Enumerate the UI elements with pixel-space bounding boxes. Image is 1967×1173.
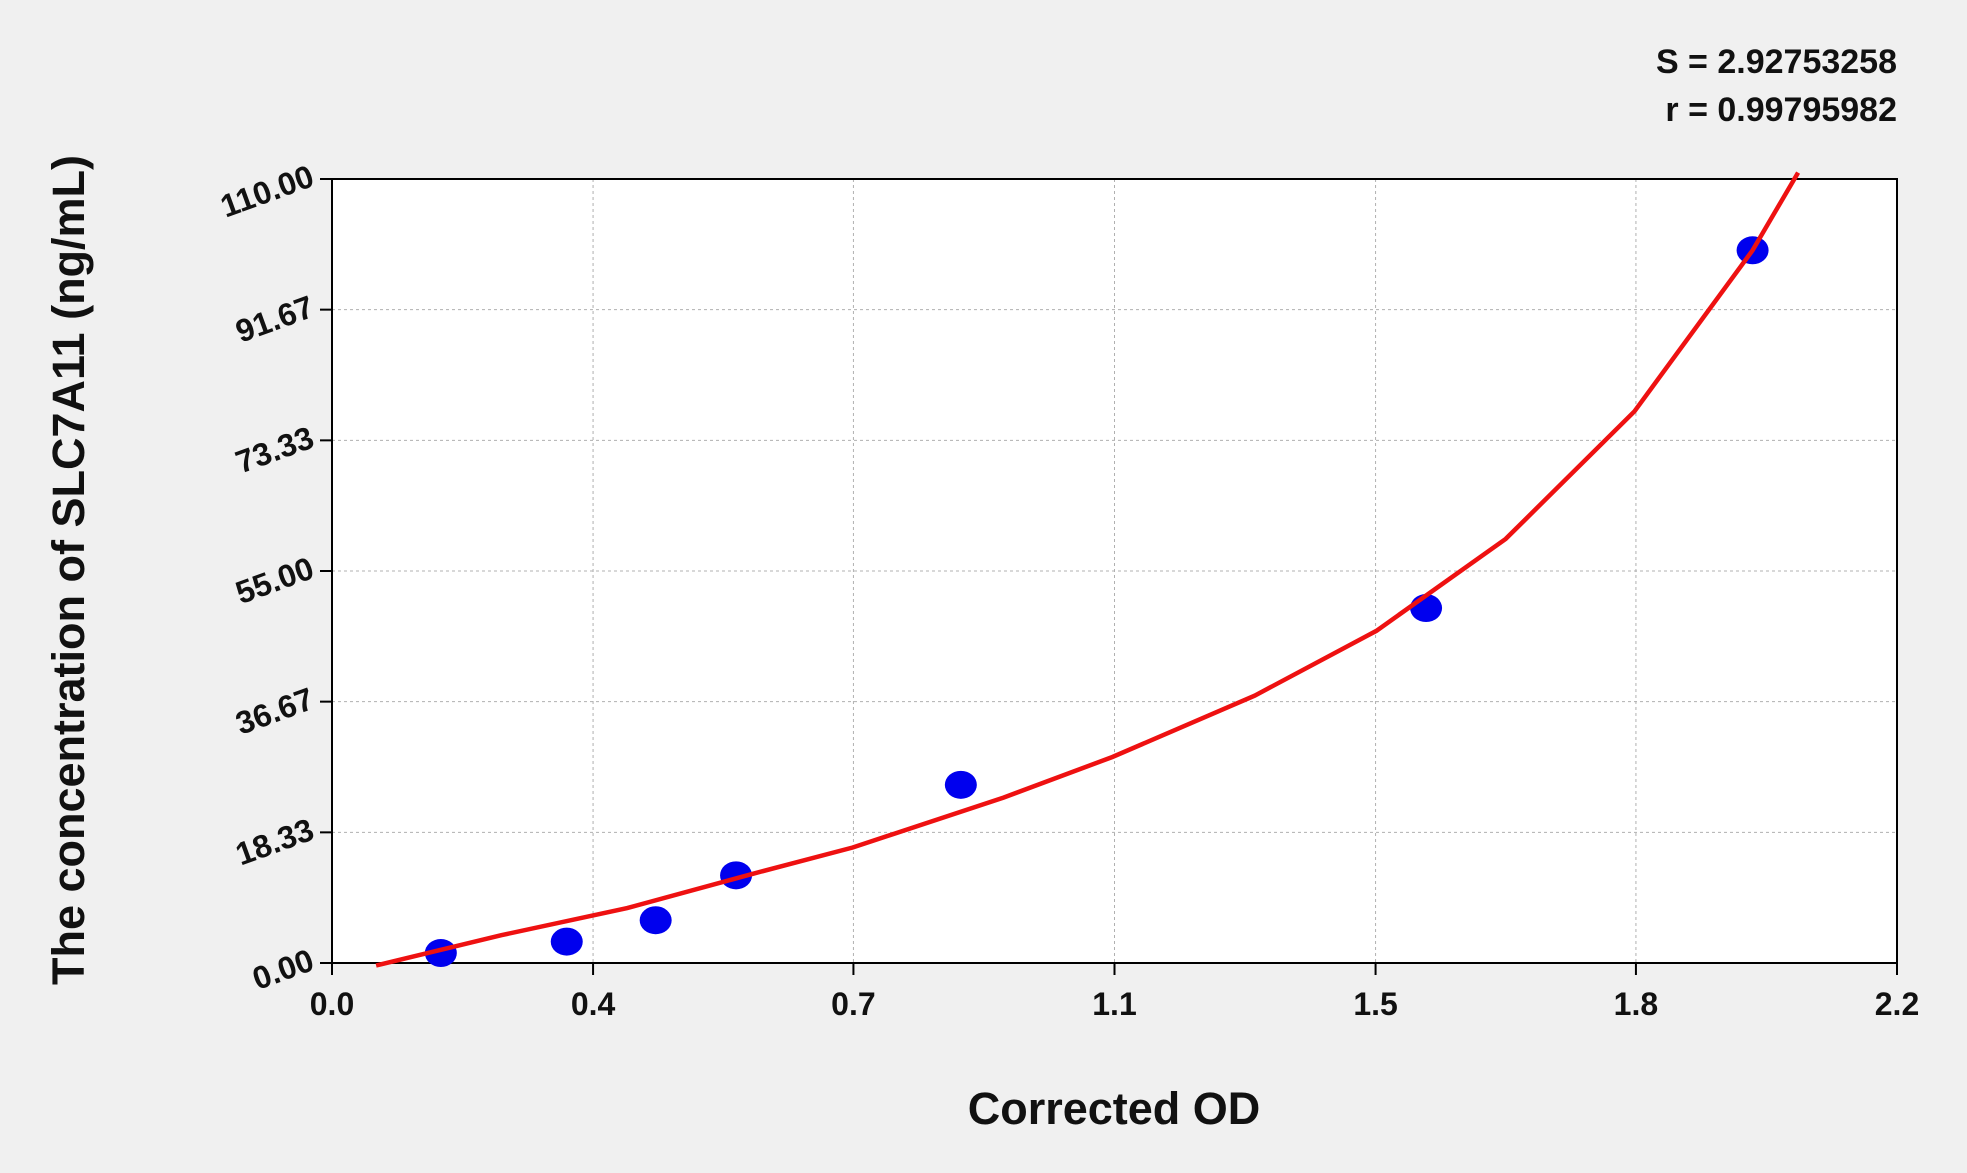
annotation: S = 2.92753258 <box>1656 43 1897 81</box>
x-tick-label: 2.2 <box>1875 986 1919 1022</box>
x-tick-label: 0.0 <box>310 986 354 1022</box>
y-axis-label: The concentration of SLC7A11 (ng/mL) <box>43 155 94 985</box>
x-tick-label: 0.4 <box>571 986 616 1022</box>
annotation: r = 0.99795982 <box>1665 91 1897 129</box>
fit-curve <box>375 171 1801 968</box>
x-tick-label: 1.5 <box>1353 986 1397 1022</box>
x-axis-label: Corrected OD <box>968 1083 1261 1134</box>
data-point <box>550 927 583 956</box>
x-tick-label: 0.7 <box>831 986 875 1022</box>
x-tick-label: 1.8 <box>1614 986 1658 1022</box>
data-point <box>944 770 977 799</box>
data-point <box>639 906 672 935</box>
plot-frame <box>331 178 1898 964</box>
x-tick-label: 1.1 <box>1092 986 1136 1022</box>
